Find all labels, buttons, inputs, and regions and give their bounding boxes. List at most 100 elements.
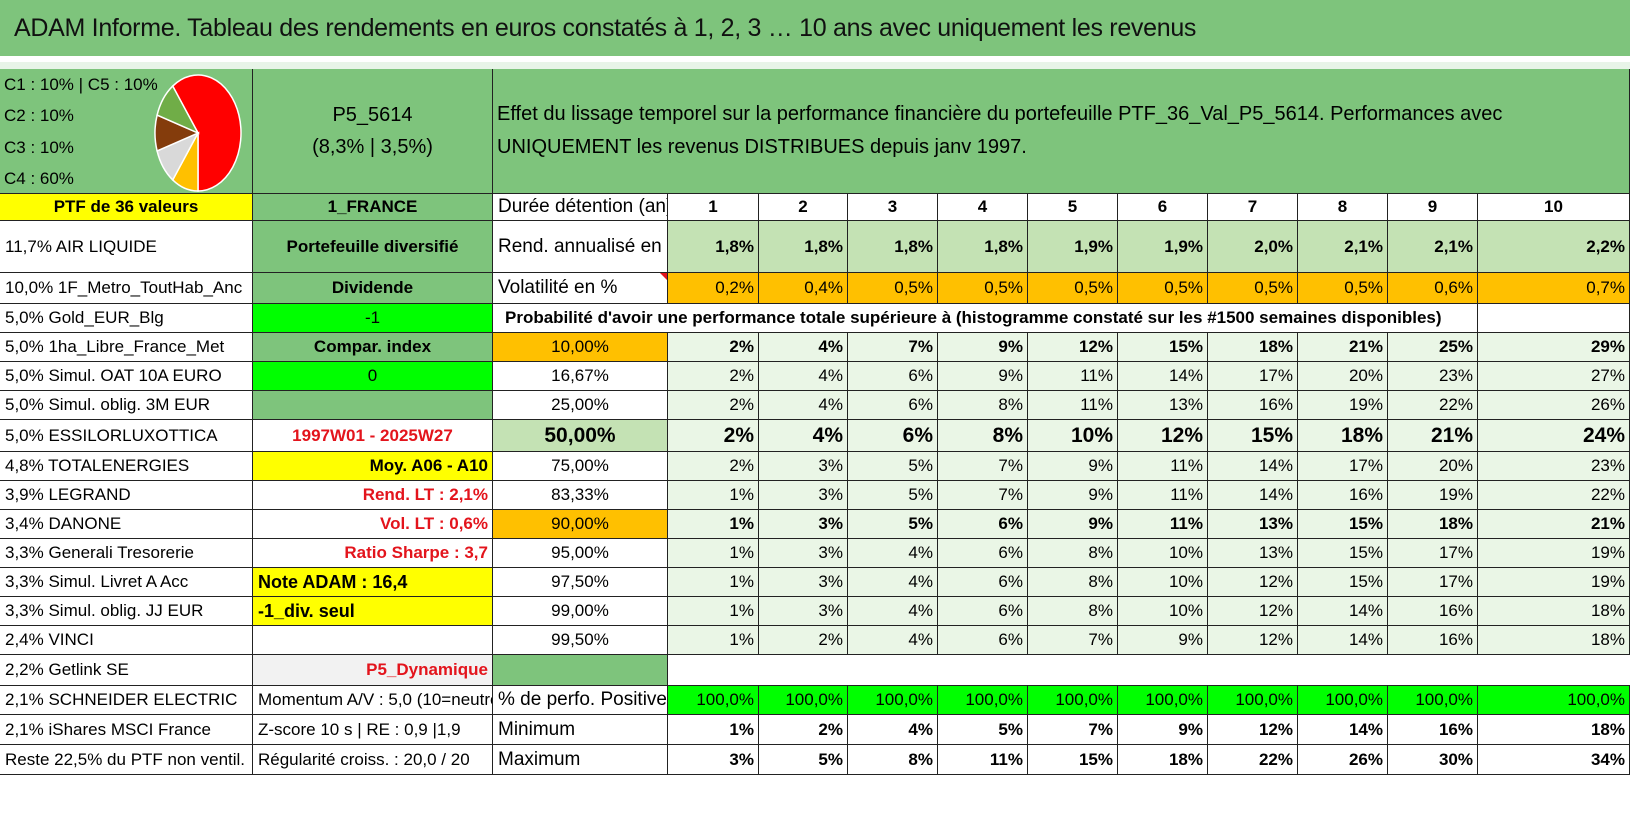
probability-row-3-year-10: 26% [1478, 391, 1630, 420]
probability-row-2-year-9: 23% [1388, 362, 1478, 391]
volatility-year-8: 0,5% [1298, 273, 1388, 304]
volatility-year-4: 0,5% [938, 273, 1028, 304]
probability-row-4-year-4: 8% [938, 420, 1028, 452]
probability-row-2-year-1: 2% [668, 362, 759, 391]
probability-row-4-year-1: 2% [668, 420, 759, 452]
portfolio-code: P5_5614 [332, 104, 413, 126]
year-header-year-2: 2 [759, 194, 848, 221]
probability-row-8-year-4: 6% [938, 539, 1028, 568]
probability-row-7-year-6: 11% [1118, 510, 1208, 539]
probability-row-9-year-10: 19% [1478, 568, 1630, 597]
holding-row-12: 3,3% Simul. Livret A Acc [0, 568, 253, 597]
holding-row-11: 3,3% Generali Tresorerie [0, 539, 253, 568]
probability-row-7-year-7: 13% [1208, 510, 1298, 539]
probability-row-3-year-2: 4% [759, 391, 848, 420]
positive-year-3: 100,0% [848, 686, 938, 715]
returns-year-4: 1,8% [938, 221, 1028, 273]
probability-row-11-year-4: 6% [938, 626, 1028, 655]
probability-row-11-year-1: 1% [668, 626, 759, 655]
year-header-year-9: 9 [1388, 194, 1478, 221]
maximum-year-2: 5% [759, 745, 848, 775]
year-header-year-4: 4 [938, 194, 1028, 221]
probability-row-1-year-4: 9% [938, 333, 1028, 362]
probability-row-11-year-7: 12% [1208, 626, 1298, 655]
probability-row-6-year-10: 22% [1478, 481, 1630, 510]
probability-row-11-year-8: 14% [1298, 626, 1388, 655]
probability-row-8-year-2: 3% [759, 539, 848, 568]
probability-row-5-year-10: 23% [1478, 452, 1630, 481]
probability-row-3-year-3: 6% [848, 391, 938, 420]
info-period: 1997W01 - 2025W27 [253, 420, 493, 452]
minimum-year-7: 12% [1208, 715, 1298, 745]
probability-row-4-year-5: 10% [1028, 420, 1118, 452]
minimum-year-8: 14% [1298, 715, 1388, 745]
info-zero: 0 [253, 362, 493, 391]
positive-year-4: 100,0% [938, 686, 1028, 715]
probability-row-9-year-8: 15% [1298, 568, 1388, 597]
maximum-year-3: 8% [848, 745, 938, 775]
probability-row-10-year-6: 10% [1118, 597, 1208, 626]
probability-level-10: 99,00% [493, 597, 668, 626]
holding-row-17: 2,1% iShares MSCI France [0, 715, 253, 745]
probability-row-4-year-7: 15% [1208, 420, 1298, 452]
probability-row-4-year-9: 21% [1388, 420, 1478, 452]
probability-row-4-year-10: 24% [1478, 420, 1630, 452]
volatility-year-3: 0,5% [848, 273, 938, 304]
returns-year-3: 1,8% [848, 221, 938, 273]
probability-row-7-year-10: 21% [1478, 510, 1630, 539]
returns-year-7: 2,0% [1208, 221, 1298, 273]
year-header-year-7: 7 [1208, 194, 1298, 221]
info-blank [253, 391, 493, 420]
info-vol-lt: Vol. LT : 0,6% [253, 510, 493, 539]
probability-level-4: 50,00% [493, 420, 668, 452]
maximum-year-7: 22% [1208, 745, 1298, 775]
year-header-year-10: 10 [1478, 194, 1630, 221]
minimum-year-6: 9% [1118, 715, 1208, 745]
minimum-label: Minimum [493, 715, 668, 745]
maximum-year-1: 3% [668, 745, 759, 775]
probability-row-7-year-5: 9% [1028, 510, 1118, 539]
probability-row-5-year-5: 9% [1028, 452, 1118, 481]
duration-label: Durée détention (an) [493, 194, 668, 221]
probability-row-8-year-6: 10% [1118, 539, 1208, 568]
probability-row-5-year-1: 2% [668, 452, 759, 481]
probability-row-8-year-5: 8% [1028, 539, 1118, 568]
probability-row-3-year-5: 11% [1028, 391, 1118, 420]
holding-row-4: 5,0% 1ha_Libre_France_Met [0, 333, 253, 362]
probability-row-10-year-10: 18% [1478, 597, 1630, 626]
returns-year-5: 1,9% [1028, 221, 1118, 273]
positive-year-8: 100,0% [1298, 686, 1388, 715]
probability-row-2-year-4: 9% [938, 362, 1028, 391]
pie-slice-c3 [156, 84, 200, 135]
probability-row-1-year-3: 7% [848, 333, 938, 362]
maximum-year-6: 18% [1118, 745, 1208, 775]
maximum-year-8: 26% [1298, 745, 1388, 775]
info-note: Note ADAM : 16,4 [253, 568, 493, 597]
holding-row-2: 10,0% 1F_Metro_ToutHab_Anc [0, 273, 253, 304]
dynamic-spacer [493, 655, 668, 686]
probability-row-2-year-3: 6% [848, 362, 938, 391]
info-dividend: Dividende [253, 273, 493, 304]
description-text: Effet du lissage temporel sur la perform… [497, 103, 1503, 158]
probability-row-6-year-5: 9% [1028, 481, 1118, 510]
info-moy: Moy. A06 - A10 [253, 452, 493, 481]
year-header-year-8: 8 [1298, 194, 1388, 221]
probability-row-5-year-2: 3% [759, 452, 848, 481]
probability-row-8-year-7: 13% [1208, 539, 1298, 568]
probability-row-4-year-8: 18% [1298, 420, 1388, 452]
probability-row-1-year-6: 15% [1118, 333, 1208, 362]
probability-row-6-year-2: 3% [759, 481, 848, 510]
probability-row-7-year-1: 1% [668, 510, 759, 539]
probability-row-11-year-2: 2% [759, 626, 848, 655]
returns-year-1: 1,8% [668, 221, 759, 273]
maximum-label: Maximum [493, 745, 668, 775]
holding-row-5: 5,0% Simul. OAT 10A EURO [0, 362, 253, 391]
legend-line-4: C4 : 60% [4, 168, 74, 188]
volatility-year-7: 0,5% [1208, 273, 1298, 304]
probability-row-2-year-8: 20% [1298, 362, 1388, 391]
probability-row-7-year-4: 6% [938, 510, 1028, 539]
description-cell: Effet du lissage temporel sur la perform… [493, 69, 1630, 194]
holding-row-8: 4,8% TOTALENERGIES [0, 452, 253, 481]
probability-row-11-year-3: 4% [848, 626, 938, 655]
